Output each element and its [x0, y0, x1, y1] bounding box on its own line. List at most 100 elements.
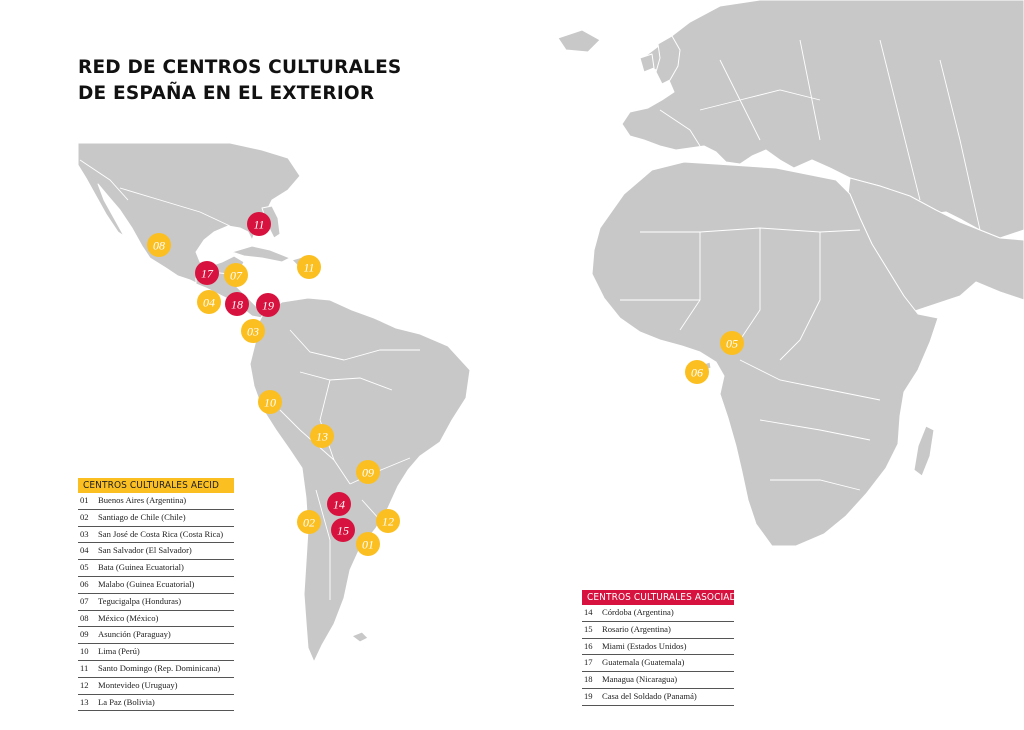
aecid-center-marker: 08	[147, 233, 171, 257]
europe-land	[621, 0, 1024, 239]
associated-center-marker: 15	[331, 518, 355, 542]
legend-center-name: Lima (Perú)	[98, 646, 140, 657]
legend-row: 18 Managua (Nicaragua)	[582, 672, 734, 689]
legend-number: 08	[80, 612, 89, 623]
legend-row: 10 Lima (Perú)	[78, 644, 234, 661]
falklands-land	[351, 631, 369, 643]
aecid-center-marker: 04	[197, 290, 221, 314]
marker-label: 10	[264, 396, 276, 410]
aecid-center-marker: 09	[356, 460, 380, 484]
legend-number: 03	[80, 528, 89, 539]
aecid-center-marker: 10	[258, 390, 282, 414]
marker-circle	[297, 255, 321, 279]
border-line	[343, 349, 420, 361]
legend-center-name: La Paz (Bolivia)	[98, 696, 155, 707]
madagascar-land	[913, 425, 935, 477]
map-title-line-2: DE ESPAÑA EN EL EXTERIOR	[78, 83, 375, 104]
marker-label: 19	[262, 299, 274, 313]
legend-aecid-list: 01 Buenos Aires (Argentina) 02 Santiago de …	[78, 493, 234, 712]
border-line	[315, 489, 331, 600]
border-line	[119, 187, 231, 227]
marker-label: 09	[362, 466, 374, 480]
map-title: RED DE CENTROS CULTURALES DE ESPAÑA EN E…	[78, 55, 401, 107]
legend-center-name: Rosario (Argentina)	[602, 623, 671, 634]
legend-row: 09 Asunción (Paraguay)	[78, 627, 234, 645]
legend-center-name: México (México)	[98, 612, 159, 623]
associated-center-marker: 18	[225, 292, 249, 316]
border-line	[299, 371, 393, 391]
map-title-line-1: RED DE CENTROS CULTURALES	[78, 57, 402, 78]
border-line	[699, 89, 821, 111]
marker-label: 04	[203, 296, 215, 310]
marker-circle	[147, 233, 171, 257]
associated-center-marker: 19	[256, 293, 280, 317]
legend-number: 11	[80, 662, 89, 673]
legend-number: 15	[584, 623, 593, 634]
border-line	[770, 479, 861, 491]
legend-row: 01 Buenos Aires (Argentina)	[78, 493, 234, 510]
marker-label: 11	[253, 218, 264, 232]
aecid-center-marker: 02	[297, 510, 321, 534]
legend-center-name: Miami (Estados Unidos)	[602, 640, 687, 651]
marker-circle	[331, 518, 355, 542]
marker-circle	[327, 492, 351, 516]
legend-aecid: CENTROS CULTURALES AECID 01 Buenos Aires …	[78, 478, 234, 712]
marker-circle	[195, 261, 219, 285]
legend-center-name: Córdoba (Argentina)	[602, 607, 674, 617]
legend-center-name: San José de Costa Rica (Costa Rica)	[98, 528, 224, 539]
legend-row: 13 La Paz (Bolivia)	[78, 695, 234, 712]
ireland-land	[639, 53, 655, 73]
marker-circle	[356, 532, 380, 556]
border-line	[79, 159, 129, 201]
marker-label: 15	[337, 524, 349, 538]
marker-label: 07	[230, 269, 243, 283]
marker-label: 18	[231, 298, 243, 312]
marker-label: 11	[303, 261, 314, 275]
aecid-center-marker: 05	[720, 331, 744, 355]
border-line	[879, 39, 921, 201]
marker-circle	[197, 290, 221, 314]
border-line	[739, 228, 761, 341]
marker-label: 01	[362, 538, 374, 552]
marker-circle	[241, 319, 265, 343]
aecid-center-marker: 01	[356, 532, 380, 556]
legend-associated-list: 14 Córdoba (Argentina) 15 Rosario (Argentin…	[582, 605, 734, 706]
marker-label: 14	[333, 498, 345, 512]
legend-center-name: Montevideo (Uruguay)	[98, 679, 178, 690]
marker-label: 05	[726, 337, 738, 351]
legend-row: 07 Tegucigalpa (Honduras)	[78, 594, 234, 611]
aecid-center-marker: 07	[224, 263, 248, 287]
north-america-land	[77, 142, 301, 286]
legend-center-name: Managua (Nicaragua)	[602, 674, 678, 685]
country-borders	[79, 39, 981, 600]
legend-center-name: Bata (Guinea Ecuatorial)	[98, 562, 184, 573]
legend-number: 13	[80, 696, 89, 707]
legend-number: 12	[80, 679, 89, 690]
iceland-land	[557, 29, 601, 53]
aecid-center-marker: 12	[376, 509, 400, 533]
legend-center-name: Casa del Soldado (Panamá)	[602, 690, 697, 701]
aecid-center-marker: 03	[241, 319, 265, 343]
legend-number: 18	[584, 674, 593, 685]
legend-row: 06 Malabo (Guinea Ecuatorial)	[78, 577, 234, 594]
legend-number: 10	[80, 646, 89, 657]
marker-circle	[225, 292, 249, 316]
legend-associated-header: CENTROS CULTURALES ASOCIADOS	[582, 590, 734, 605]
marker-label: 17	[201, 267, 214, 281]
legend-row: 17 Guatemala (Guatemala)	[582, 655, 734, 673]
legend-row: 02 Santiago de Chile (Chile)	[78, 510, 234, 527]
legend-row: 15 Rosario (Argentina)	[582, 622, 734, 639]
legend-number: 07	[80, 595, 89, 606]
legend-center-name: San Salvador (El Salvador)	[98, 545, 192, 556]
marker-circle	[247, 212, 271, 236]
associated-center-marker: 11	[247, 212, 271, 236]
legend-number: 09	[80, 629, 89, 640]
uk-land	[655, 35, 681, 85]
legend-aecid-header: CENTROS CULTURALES AECID	[78, 478, 234, 493]
border-line	[779, 232, 821, 361]
aecid-center-marker: 11	[297, 255, 321, 279]
marker-circle	[256, 293, 280, 317]
marker-label: 03	[247, 325, 259, 339]
legend-number: 16	[584, 640, 593, 651]
